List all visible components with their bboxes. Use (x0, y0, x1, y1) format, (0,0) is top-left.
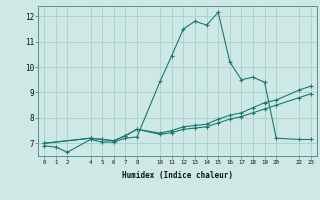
X-axis label: Humidex (Indice chaleur): Humidex (Indice chaleur) (122, 171, 233, 180)
